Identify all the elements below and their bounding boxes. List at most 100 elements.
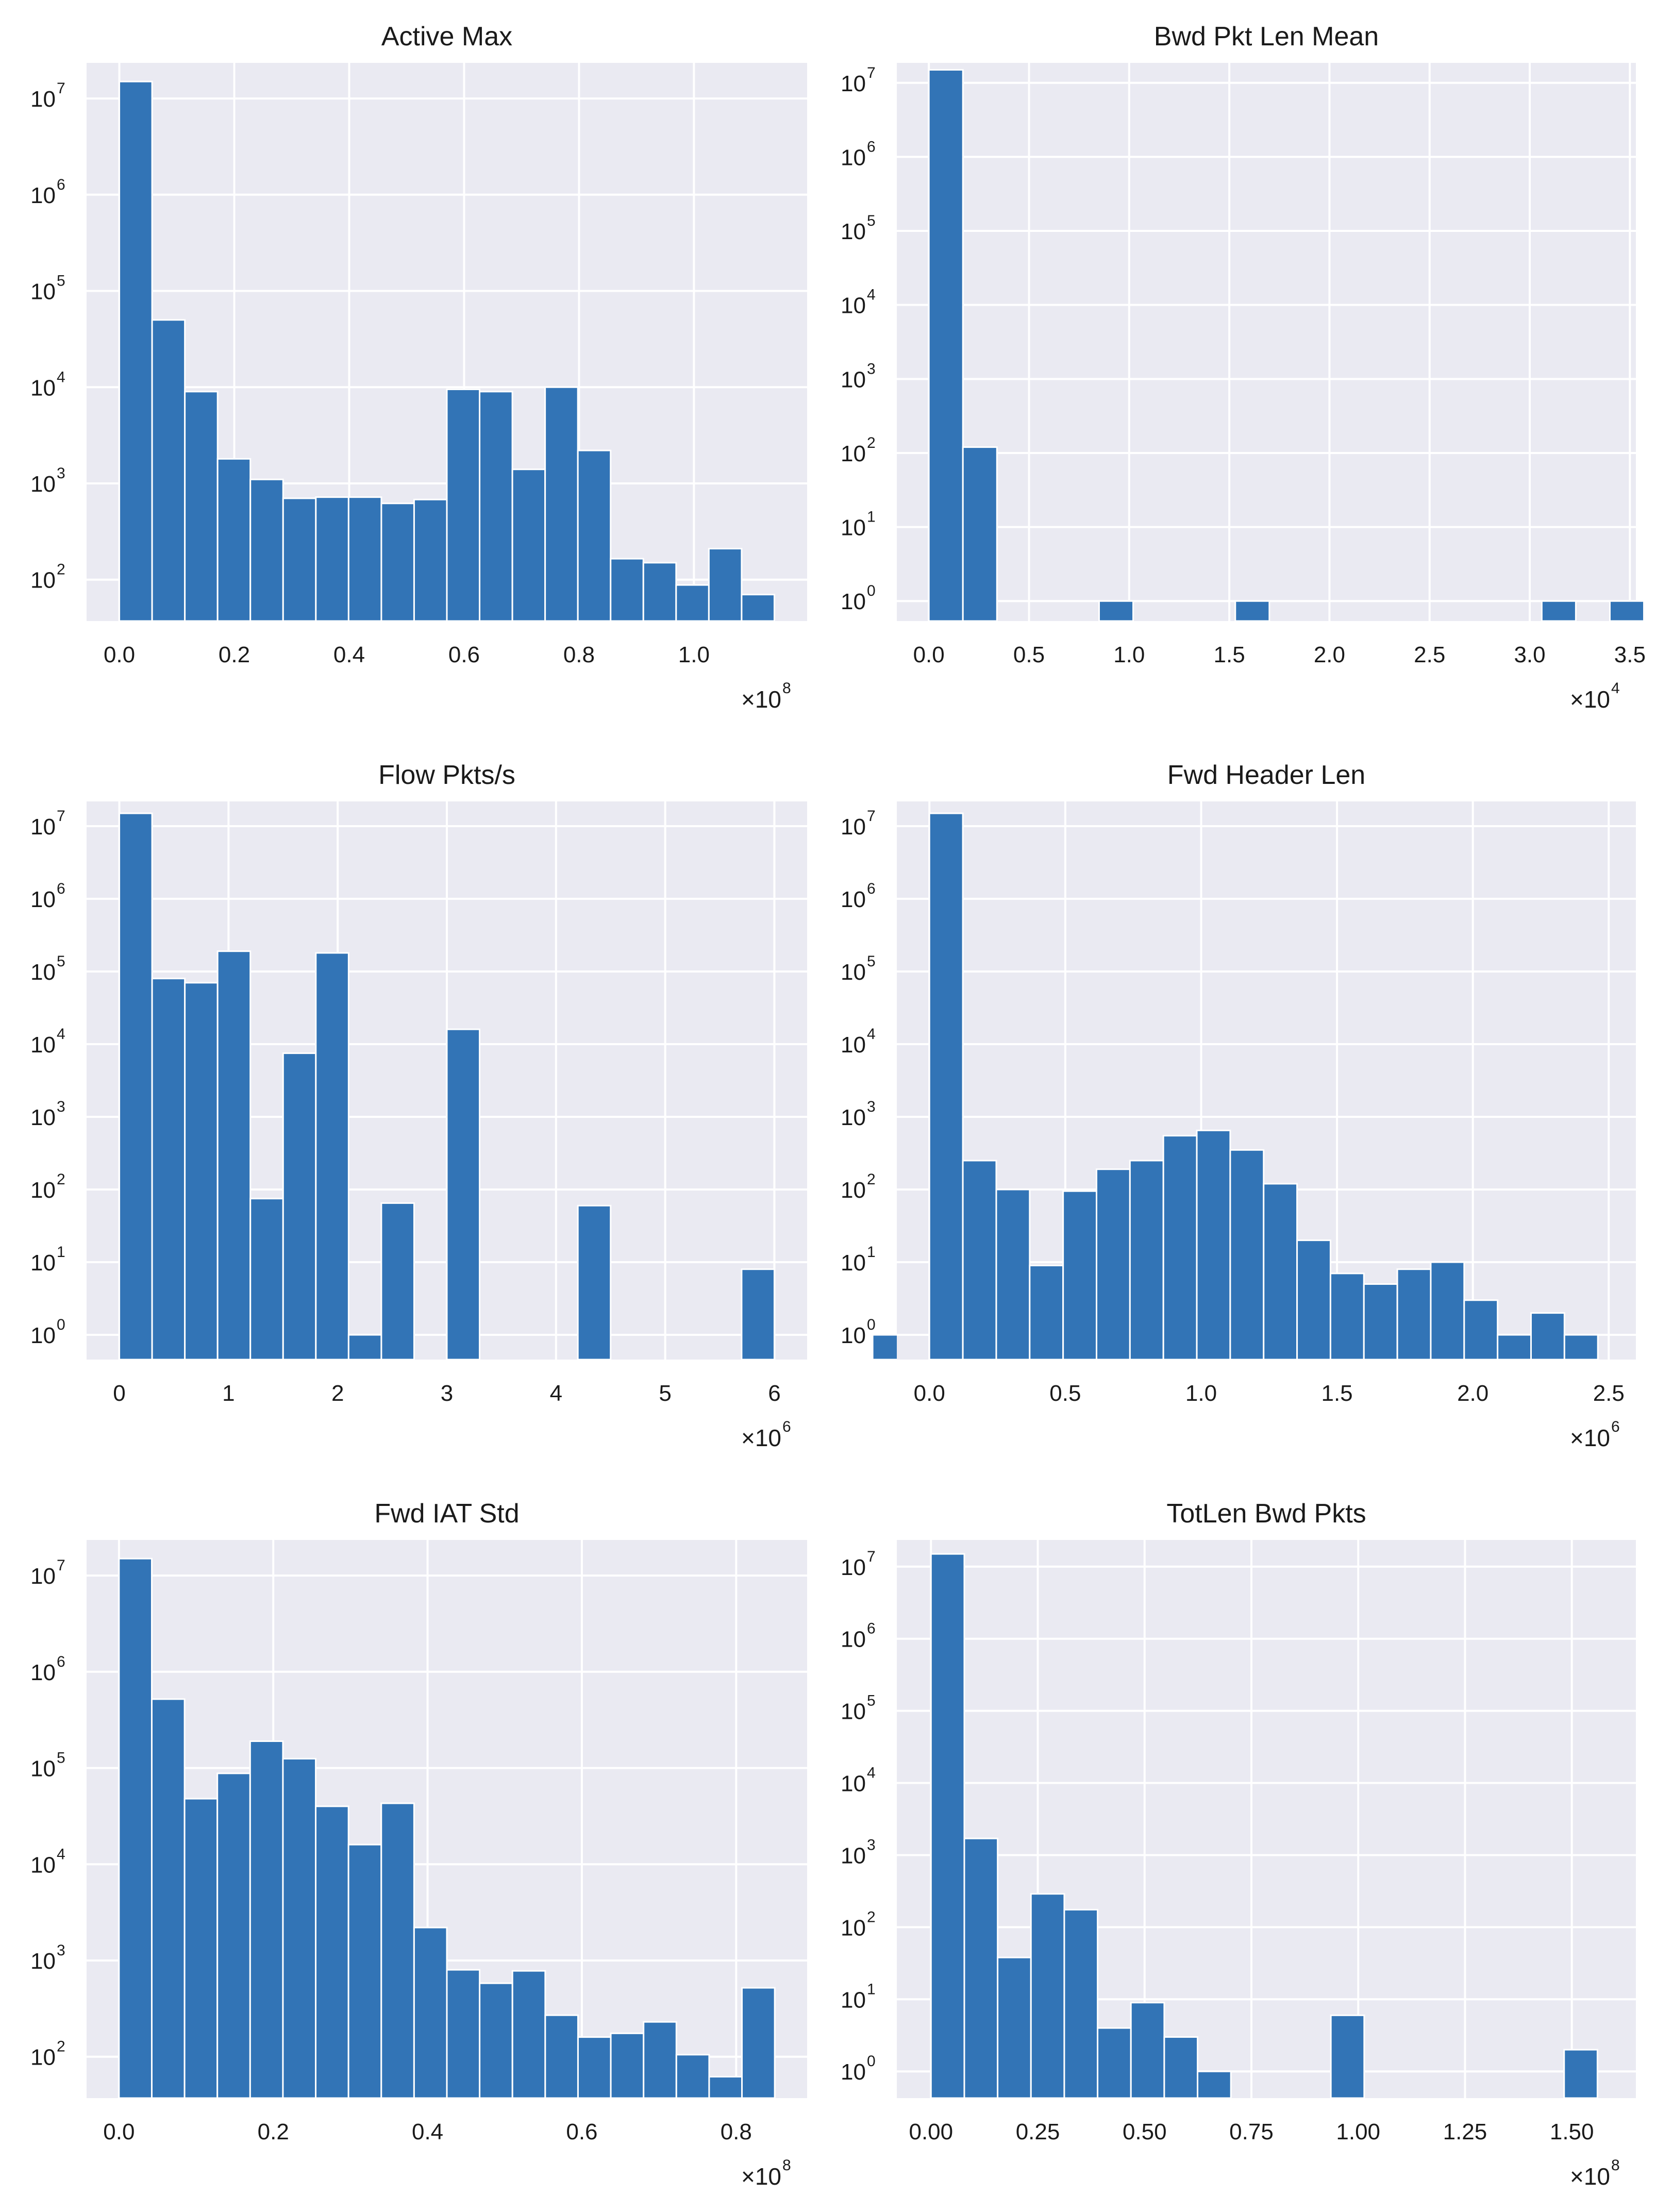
axis-multiplier-exponent: 6 [782, 1418, 791, 1435]
y-tick-label: 10 [30, 2045, 56, 2070]
y-tick-exponent: 3 [867, 1098, 876, 1115]
y-tick-label: 10 [30, 279, 56, 305]
y-tick-label: 10 [841, 1915, 866, 1940]
histogram-bar [151, 978, 186, 1361]
histogram-bar [610, 2032, 645, 2099]
chart-totlen-bwd-pkts: TotLen Bwd Pkts 0.00 0.25 0.50 0.75 1.00 1.25 1… [841, 1499, 1636, 2190]
x-tick-label: 0.0 [914, 1381, 945, 1406]
histogram-bar [741, 1268, 775, 1361]
x-tick-label: 1.0 [678, 642, 710, 667]
histogram-bar [282, 497, 317, 622]
histogram-bar [315, 1805, 349, 2099]
x-tick-label: 2.0 [1457, 1381, 1488, 1406]
axis-multiplier: ×10 [1570, 686, 1610, 713]
x-tick-label: 3.5 [1614, 642, 1646, 667]
histogram-bar [315, 952, 349, 1361]
x-tick-label: 3 [441, 1381, 453, 1406]
histogram-bar [249, 1740, 284, 2099]
histogram-bar [1098, 600, 1134, 622]
y-tick-label: 10 [841, 2059, 866, 2085]
histogram-bar [1229, 1149, 1265, 1361]
y-tick-exponent: 5 [57, 273, 65, 290]
y-tick-exponent: 6 [867, 138, 876, 155]
y-tick-exponent: 7 [867, 64, 876, 81]
y-tick-exponent: 2 [867, 1171, 876, 1188]
histogram-bar [1197, 2070, 1232, 2099]
histogram-bar [413, 1926, 448, 2099]
y-tick-exponent: 1 [57, 1244, 65, 1261]
histogram-bar [1363, 1283, 1398, 1361]
histogram-bar [995, 1188, 1031, 1361]
x-tick-label: 2.5 [1593, 1381, 1625, 1406]
histogram-bar [1541, 600, 1577, 622]
chart-flow-pkts-s: Flow Pkts/s0 1 2 3 4 5 610 010 110 210 310 410 510 61… [30, 760, 907, 1451]
y-tick-exponent: 1 [867, 1244, 876, 1261]
x-tick-label: 2.0 [1314, 642, 1345, 667]
histogram-bar [1396, 1268, 1432, 1361]
x-tick-label: 3.0 [1514, 642, 1545, 667]
histogram-bar [962, 446, 998, 622]
y-tick-exponent: 2 [867, 1908, 876, 1925]
histogram-bar [997, 1956, 1032, 2099]
y-tick-exponent: 4 [57, 368, 65, 386]
histogram-bar [643, 2021, 677, 2099]
histogram-bar [119, 812, 153, 1361]
x-tick-label: 2 [331, 1381, 344, 1406]
x-tick-label: 0 [113, 1381, 125, 1406]
axis-multiplier: ×10 [1570, 1425, 1610, 1451]
y-tick-label: 10 [841, 441, 866, 466]
x-tick-label: 0.4 [412, 2119, 443, 2144]
histogram-bar [1263, 1183, 1298, 1361]
histogram-bar [1463, 1299, 1499, 1361]
histogram-bar [511, 468, 546, 622]
histogram-bar [1196, 1129, 1231, 1361]
histogram-bar [119, 80, 153, 622]
y-tick-exponent: 5 [867, 212, 876, 229]
y-tick-label: 10 [841, 1771, 866, 1797]
y-tick-label: 10 [841, 515, 866, 541]
histogram-bar [1497, 1334, 1532, 1361]
histogram-bar [1129, 1160, 1164, 1361]
histogram-bar [1097, 2027, 1132, 2099]
histogram-bar [708, 2075, 743, 2099]
histogram-bar [928, 812, 964, 1361]
x-tick-label: 1.50 [1550, 2119, 1594, 2144]
histogram-bar [1296, 1239, 1331, 1361]
x-tick-label: 0.0 [913, 642, 945, 667]
y-tick-exponent: 4 [57, 1846, 65, 1863]
histogram-bar [544, 386, 579, 622]
y-tick-label: 10 [30, 960, 56, 985]
y-tick-label: 10 [30, 1323, 56, 1348]
histogram-bar [380, 502, 415, 622]
x-tick-label: 0.2 [258, 2119, 289, 2144]
y-tick-label: 10 [841, 145, 866, 170]
histogram-bar [216, 950, 252, 1361]
y-tick-label: 10 [30, 87, 56, 112]
y-tick-exponent: 2 [57, 561, 65, 578]
chart-title: Fwd IAT Std [374, 1499, 519, 1529]
histogram-bar [413, 498, 448, 622]
histogram-bar [1609, 600, 1645, 622]
axis-multiplier: ×10 [741, 1425, 781, 1451]
y-tick-exponent: 7 [57, 808, 65, 825]
histogram-bar [741, 1987, 776, 2099]
histogram-bar [118, 1557, 153, 2099]
y-tick-exponent: 4 [57, 1026, 65, 1043]
y-tick-exponent: 7 [867, 808, 876, 825]
y-tick-label: 10 [841, 814, 866, 840]
x-tick-label: 4 [550, 1381, 562, 1406]
x-tick-label: 0.75 [1229, 2119, 1274, 2144]
histogram-bar [577, 2036, 612, 2099]
x-tick-label: 1.00 [1336, 2119, 1380, 2144]
axis-multiplier: ×10 [741, 2163, 781, 2190]
y-tick-exponent: 7 [57, 80, 65, 97]
histogram-bar [511, 1970, 546, 2099]
histogram-bar [928, 69, 964, 622]
histogram-bar [150, 1698, 186, 2099]
histogram-bar [446, 388, 481, 622]
y-tick-exponent: 6 [57, 176, 65, 193]
axis-multiplier-exponent: 8 [1611, 2157, 1620, 2174]
histogram-bar [1030, 1893, 1065, 2099]
histogram-bar [1329, 1272, 1365, 1361]
